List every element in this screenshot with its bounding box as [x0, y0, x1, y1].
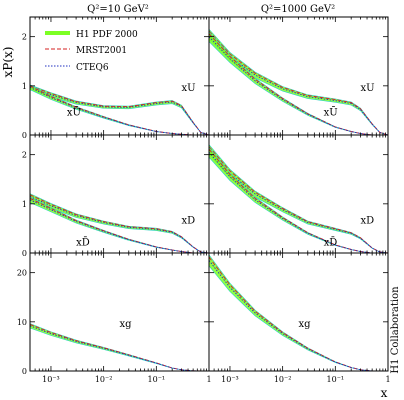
curve-label-3-0: xD: [360, 216, 374, 227]
y-axis-label: xP(x): [1, 47, 15, 78]
curve-label-5-0: xg: [299, 319, 312, 330]
mrst-curve-xD-3: [208, 146, 389, 254]
curve-label-0-1: xŪ: [67, 106, 81, 118]
curve-label-2-1: xD̄: [76, 237, 90, 249]
cteq-curve-xD̄-2: [29, 199, 209, 254]
panel-5: xg: [208, 252, 389, 372]
legend: H1 PDF 2000 MRST2001 CTEQ6: [45, 30, 138, 73]
legend-label-h1: H1 PDF 2000: [76, 30, 138, 40]
x-tick-label-1-0: 10⁻³: [221, 375, 239, 384]
cteq-curve-xŪ-1: [208, 36, 388, 136]
curve-label-0-0: xU: [181, 83, 195, 94]
curve-label-3-1: xD̄: [324, 237, 338, 249]
y-tick-label-0: 1: [22, 82, 27, 91]
legend-label-cteq: CTEQ6: [76, 63, 109, 73]
panel-frame-5: [208, 252, 389, 372]
panels-layer: 0 1 2 xU xŪ xU xŪ 0 1 2 xD xD̄ xD xD̄ 0 10 20 xg xg 10⁻³ 10⁻…: [17, 16, 391, 384]
curve-label-4-0: xg: [120, 319, 133, 330]
x-tick-label-1-1: 10⁻²: [274, 375, 292, 384]
band-xD̄-3: [208, 146, 388, 254]
curve-label-1-1: xŪ: [324, 106, 338, 118]
panel-4: 0 10 20 xg: [17, 252, 210, 376]
mrst-curve-xg-4: [29, 323, 210, 372]
x-tick-label-0-2: 10⁻¹: [148, 375, 166, 384]
y-tick-label-0: 0: [22, 131, 27, 140]
column-title-2: Q²=1000 GeV²: [261, 4, 335, 15]
cteq-curve-xU-0: [29, 86, 210, 136]
cteq-curve-xD̄-3: [208, 151, 388, 254]
mrst-curve-xD-2: [29, 194, 210, 254]
y-tick-label-2: 2: [22, 151, 27, 160]
panel-3: xD xD̄: [208, 134, 389, 254]
x-tick-label-0-1: 10⁻²: [95, 375, 113, 384]
y-tick-label-0: 2: [22, 33, 27, 42]
panel-2: 0 1 2 xD xD̄: [22, 134, 210, 258]
legend-item-h1: H1 PDF 2000: [45, 30, 138, 40]
band-xg-4: [29, 323, 210, 372]
curve-label-1-0: xU: [360, 83, 374, 94]
y-tick-label-4: 20: [17, 269, 27, 278]
legend-label-mrst: MRST2001: [76, 46, 127, 56]
panel-frame-2: [29, 134, 210, 254]
x-axis-label: x: [381, 386, 388, 400]
y-tick-label-2: 1: [22, 200, 27, 209]
cteq-curve-xD-3: [208, 149, 389, 254]
mrst-curve-xg-5: [208, 256, 389, 372]
collaboration-label: H1 Collaboration: [390, 286, 401, 374]
legend-item-mrst: MRST2001: [45, 46, 127, 56]
x-tick-label-0-0: 10⁻³: [42, 375, 60, 384]
band-xg-5: [208, 253, 389, 372]
y-tick-label-2: 0: [22, 249, 27, 258]
y-tick-label-4: 10: [17, 318, 27, 327]
cteq-curve-xg-5: [208, 260, 389, 372]
cteq-curve-xU-1: [208, 33, 389, 136]
x-tick-label-0-3: 1: [206, 375, 211, 384]
panel-frame-1: [208, 16, 389, 136]
panel-1: xU xŪ: [208, 16, 389, 136]
legend-item-cteq: CTEQ6: [45, 63, 109, 73]
x-tick-label-1-2: 10⁻¹: [327, 375, 345, 384]
column-title-1: Q²=10 GeV²: [87, 4, 149, 15]
y-tick-label-4: 0: [22, 367, 27, 376]
band-xD-3: [208, 143, 389, 254]
x-tick-label-1-3: 1: [385, 375, 390, 384]
cteq-curve-xg-4: [29, 325, 210, 372]
mrst-curve-xU-0: [29, 85, 210, 136]
curve-label-2-0: xD: [181, 216, 195, 227]
panel-frame-3: [208, 134, 389, 254]
mrst-curve-xD̄-3: [208, 148, 388, 254]
